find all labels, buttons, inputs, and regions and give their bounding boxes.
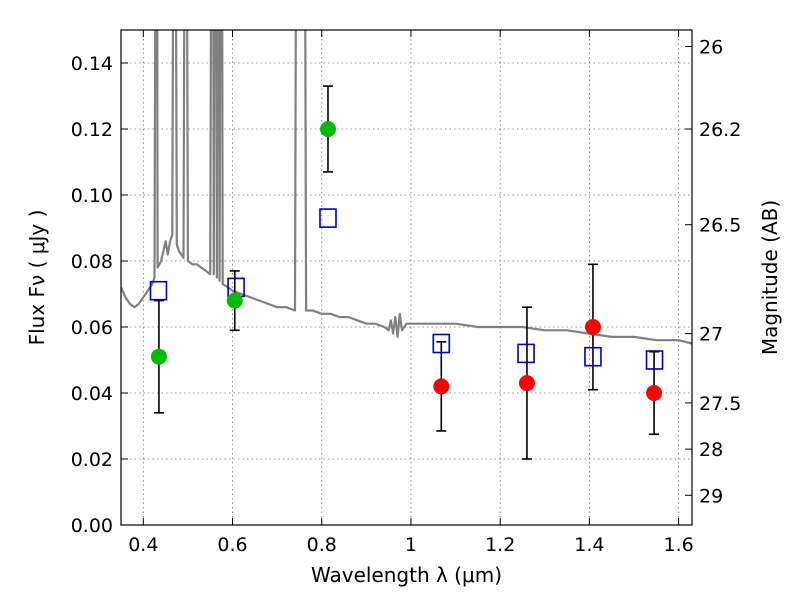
y-tick-label: 0.06 xyxy=(71,317,113,339)
y-tick-label: 0.10 xyxy=(71,185,113,207)
errorbar-layer xyxy=(153,85,660,460)
y2-tick-label: 29 xyxy=(699,485,723,507)
x-tick-label: 1.2 xyxy=(485,534,515,556)
y2-tick-label: 26.5 xyxy=(699,215,741,237)
y2-tick-label: 26 xyxy=(699,37,723,59)
y2-tick-label: 28 xyxy=(699,439,723,461)
x-tick-label: 0.6 xyxy=(217,534,247,556)
y2-tick-label: 27.5 xyxy=(699,393,741,415)
y-tick-label: 0.04 xyxy=(71,383,113,405)
model-spectrum-line xyxy=(121,30,692,345)
y-tick-label: 0.14 xyxy=(71,53,113,75)
y2-axis-label: Magnitude (AB) xyxy=(758,200,782,355)
red-data-point xyxy=(518,375,535,392)
green-data-point xyxy=(319,121,336,137)
grid xyxy=(121,30,692,526)
model-spectrum-layer xyxy=(121,30,692,345)
red-data-point xyxy=(433,378,450,395)
ticks xyxy=(121,30,692,526)
model-box-point xyxy=(645,350,664,370)
y2-tick-label: 26.2 xyxy=(699,119,741,141)
red-data-point xyxy=(646,385,663,401)
x-axis-label: Wavelength λ (μm) xyxy=(311,563,502,587)
tick-labels: 0.4 0.6 0.8 1 1.2 1.4 1.6 0.00 0.02 0.04 0.06 0.08 0… xyxy=(71,37,742,557)
y-tick-label: 0.00 xyxy=(71,515,113,537)
model-box-point xyxy=(149,280,168,301)
model-box-point xyxy=(517,343,535,364)
model-box-point xyxy=(432,333,451,354)
plot-frame xyxy=(120,29,693,526)
y-axis-label: Flux Fν ( μJy ) xyxy=(25,210,49,346)
y-tick-label: 0.12 xyxy=(71,119,113,141)
x-tick-label: 0.8 xyxy=(307,534,337,556)
x-tick-label: 1.6 xyxy=(664,534,694,556)
y-tick-label: 0.08 xyxy=(71,251,113,273)
data-points-layer xyxy=(149,121,664,401)
green-data-point xyxy=(226,292,243,309)
y2-tick-label: 27 xyxy=(699,324,723,346)
x-tick-label: 0.4 xyxy=(128,534,158,556)
y-tick-label: 0.02 xyxy=(71,449,113,471)
x-tick-label: 1 xyxy=(405,534,417,556)
model-box-point xyxy=(319,208,337,228)
x-tick-label: 1.4 xyxy=(574,534,604,556)
green-data-point xyxy=(150,348,167,365)
red-data-point xyxy=(584,319,601,335)
model-box-point xyxy=(584,346,602,367)
